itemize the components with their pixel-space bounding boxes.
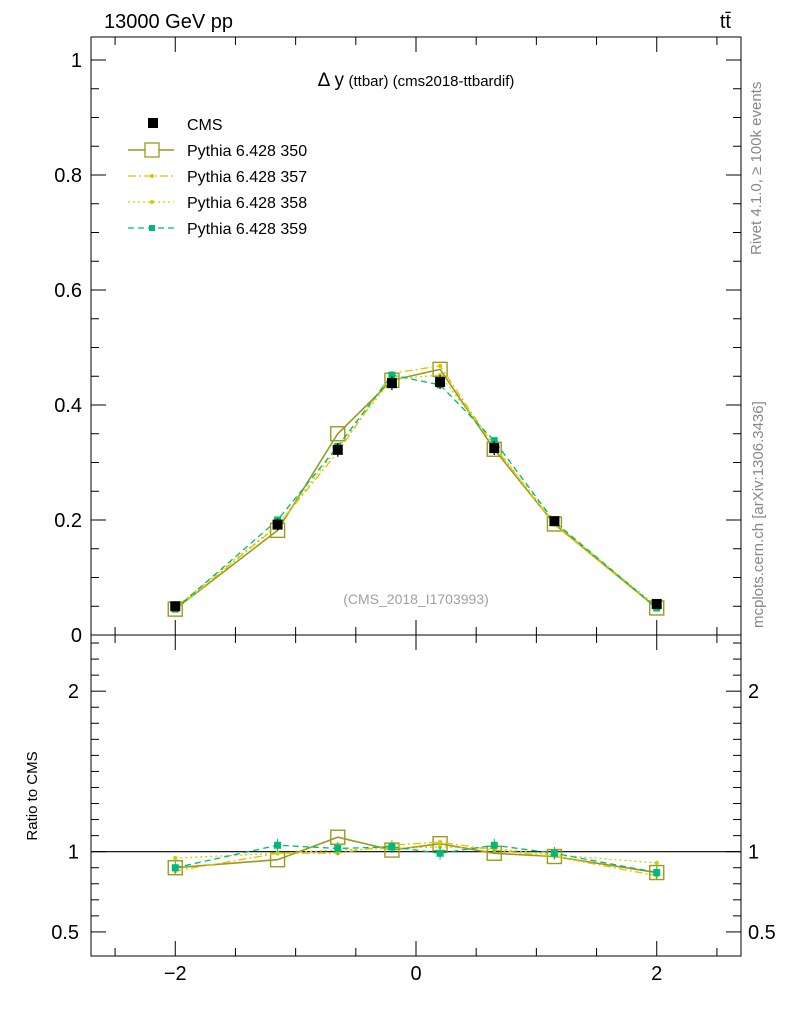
legend-marker-358: [150, 200, 154, 204]
main-y-tick-label: 0.8: [54, 165, 82, 187]
cms-data-point: [170, 601, 181, 612]
legend-entry-357: Pythia 6.428 357: [128, 169, 307, 186]
ratio-series-0-marker: [167, 860, 183, 876]
legend-entry-350: Pythia 6.428 350: [128, 142, 307, 160]
x-tick-label: −2: [164, 963, 187, 985]
cms-data-point: [386, 378, 397, 389]
legend-label-350: Pythia 6.428 350: [187, 143, 307, 160]
ratio-y-tick-label-right: 1: [748, 842, 759, 864]
legend-marker-350: [144, 142, 160, 158]
main-y-tick-label: 0.4: [54, 395, 82, 417]
title-rest: (ttbar) (cms2018-ttbardif): [348, 73, 514, 90]
legend-entry-359: Pythia 6.428 359: [128, 221, 307, 238]
ratio-series-1-line: [175, 841, 657, 877]
ratio-panel: Ratio to CMS 0.5 0.5 1 1 2 2 −2 0 2: [24, 37, 776, 985]
ratio-series-2-marker: [275, 851, 280, 856]
cms-data-layer: [170, 375, 662, 612]
analysis-watermark: (CMS_2018_I1703993): [343, 591, 489, 607]
main-y-tick-label: 0.6: [54, 280, 82, 302]
process-label: tt̄: [720, 11, 732, 33]
main-y-tick-label: 0: [71, 625, 82, 647]
plot-title: Δ y (ttbar) (cms2018-ttbardif): [318, 70, 515, 91]
legend-entry-358: Pythia 6.428 358: [128, 195, 307, 212]
ratio-panel-frame: [90, 634, 742, 957]
title-symbol: Δ y: [318, 70, 345, 91]
main-series-1-marker: [437, 363, 443, 369]
cms-data-point: [489, 443, 500, 454]
legend-marker-359: [149, 225, 155, 231]
legend-marker-cms: [148, 118, 158, 128]
legend-label-358: Pythia 6.428 358: [187, 195, 307, 212]
ratio-y-tick-label-left: 0.5: [51, 922, 79, 944]
ratio-series-0-marker: [649, 864, 665, 881]
legend: CMS Pythia 6.428 350 Pythia 6.428 357 Py…: [128, 117, 307, 238]
ratio-series-2-marker: [654, 860, 659, 866]
ratio-y-axis: 0.5 0.5 1 1 2 2: [51, 642, 776, 944]
rivet-version-label: Rivet 4.1.0, ≥ 100k events: [748, 82, 765, 255]
ratio-series-2-marker: [173, 855, 178, 861]
main-panel: Δ y (ttbar) (cms2018-ttbardif) (CMS_2018…: [54, 36, 742, 647]
main-series-2-line: [174, 374, 658, 608]
legend-label-cms: CMS: [187, 117, 223, 134]
legend-marker-357: [150, 174, 154, 178]
cms-data-point: [549, 516, 560, 527]
cms-data-point: [332, 444, 343, 455]
x-tick-label: 0: [410, 963, 421, 985]
mcplots-source-label: mcplots.cern.ch [arXiv:1306.3436]: [750, 401, 767, 628]
ratio-series-3-line: [175, 844, 657, 874]
ratio-y-tick-label-right: 2: [748, 681, 759, 703]
ratio-series-1-marker: [437, 839, 443, 845]
ratio-series-2-line: [175, 846, 657, 864]
main-series-1-line: [174, 365, 658, 611]
main-series-3-marker: [388, 371, 396, 379]
cms-data-point: [435, 377, 446, 387]
main-y-axis: 0 0.2 0.4 0.6 0.8 1: [54, 50, 741, 647]
main-series-3-marker: [490, 437, 498, 445]
main-y-tick-label: 0.2: [54, 510, 82, 532]
cms-data-point: [651, 598, 662, 609]
legend-label-359: Pythia 6.428 359: [187, 221, 307, 238]
ratio-series-0-line: [175, 836, 657, 874]
ratio-y-tick-label-left: 2: [68, 681, 79, 703]
ratio-y-tick-label-right: 0.5: [748, 922, 776, 944]
legend-entry-cms: CMS: [148, 117, 223, 134]
main-series-2-marker: [437, 372, 443, 378]
legend-label-357: Pythia 6.428 357: [187, 169, 307, 186]
ratio-y-tick-label-left: 1: [68, 842, 79, 864]
ratio-y-axis-label: Ratio to CMS: [24, 751, 41, 840]
main-y-tick-label: 1: [71, 50, 82, 72]
main-series-0-line: [174, 368, 658, 610]
x-axis: −2 0 2: [114, 37, 718, 985]
cms-data-point: [272, 519, 283, 530]
main-series-layer: [167, 361, 665, 617]
main-series-0-marker: [330, 426, 346, 442]
energy-label: 13000 GeV pp: [104, 11, 233, 33]
main-series-3-line: [174, 374, 658, 610]
ratio-series-layer: [167, 829, 665, 881]
x-tick-label: 2: [651, 963, 662, 985]
